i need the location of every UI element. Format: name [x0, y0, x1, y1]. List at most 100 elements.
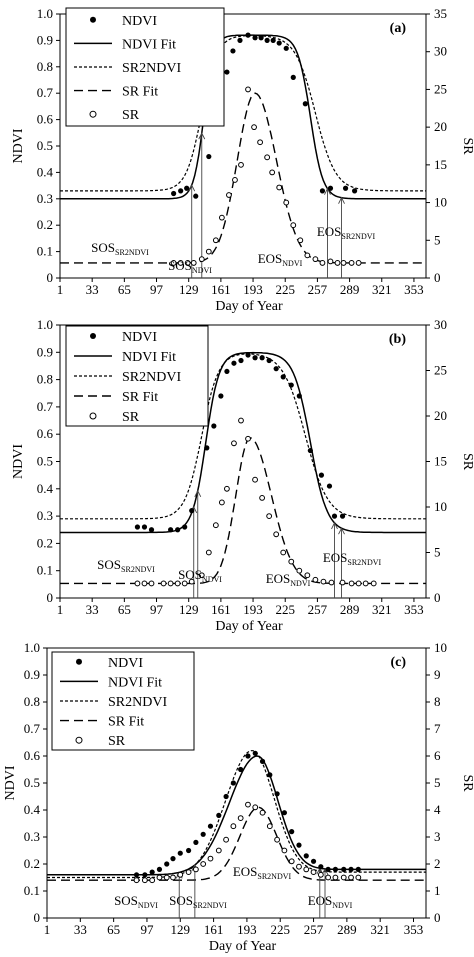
- y2-axis-label: SR: [460, 137, 474, 155]
- x-tick-label: 225: [275, 602, 295, 617]
- sr-point: [273, 531, 280, 538]
- sr-point: [148, 580, 155, 587]
- y-tick-label: 0.6: [37, 112, 54, 127]
- y2-axis-label: SR: [460, 774, 474, 792]
- panel-label: (c): [390, 655, 406, 670]
- x-tick-label: 289: [340, 282, 360, 297]
- y-tick-label: 0.2: [37, 217, 53, 232]
- ndvi-point: [186, 847, 192, 854]
- ndvi-point: [281, 810, 287, 816]
- annotation-main: EOS: [258, 251, 283, 266]
- y-tick-label: 0.4: [37, 481, 54, 496]
- y2-tick-label: 9: [434, 667, 441, 682]
- y2-tick-label: 0: [434, 270, 441, 285]
- ndvi-point: [331, 513, 338, 519]
- x-tick-label: 97: [140, 922, 154, 937]
- ndvi-point: [267, 772, 273, 778]
- x-tick-label: 193: [243, 282, 263, 297]
- ndvi-point: [238, 357, 244, 364]
- y2-tick-label: 30: [434, 317, 447, 332]
- sr-point: [266, 513, 273, 519]
- x-tick-label: 289: [340, 602, 360, 617]
- sr-point: [190, 260, 197, 266]
- y2-tick-label: 30: [434, 44, 447, 59]
- panel-a: 1 33 65 97 129 161 193 225 257 289 321 35300.10.20.…: [11, 6, 474, 314]
- y2-tick-label: 0: [434, 590, 441, 605]
- legend-label-sr2ndvi: SR2NDVI: [122, 61, 181, 76]
- sr-point: [348, 580, 355, 587]
- ndvi-point: [326, 483, 333, 489]
- x-tick-label: 321: [372, 602, 392, 617]
- sr-point: [339, 579, 346, 586]
- y2-tick-label: 5: [434, 545, 441, 560]
- annotation-main: EOS: [323, 550, 348, 565]
- sr-point: [174, 580, 181, 587]
- y-tick-label: 0.1: [37, 244, 53, 259]
- sr-point: [177, 260, 184, 266]
- sr-point: [288, 558, 295, 565]
- y2-tick-label: 20: [434, 119, 447, 134]
- sr-point: [198, 572, 205, 579]
- x-axis-label: Day of Year: [215, 619, 283, 634]
- legend: NDVI NDVI Fit SR2NDVI SR Fit SR: [51, 651, 195, 751]
- ndvi-point: [142, 872, 148, 878]
- y-tick-label: 0: [47, 270, 54, 285]
- ndvi-point: [341, 866, 347, 873]
- sr-point: [355, 260, 362, 266]
- ndvi-point: [193, 193, 199, 199]
- y-tick-label: 0.7: [37, 85, 54, 100]
- series-sr2ndvi-line: [60, 35, 426, 192]
- y-tick-label: 0.2: [37, 535, 53, 550]
- sr-point: [312, 576, 319, 583]
- annotation-main: SOS: [169, 893, 193, 908]
- y-tick-label: 0.5: [24, 775, 40, 790]
- sr-point: [348, 260, 355, 266]
- ndvi-point: [273, 366, 279, 372]
- sr-point: [167, 580, 174, 587]
- ndvi-point: [148, 527, 155, 533]
- annotation-main: SOS: [91, 240, 115, 255]
- phenology-annotation: EOSSR2NDVI: [323, 550, 382, 567]
- ndvi-point: [258, 35, 264, 41]
- phenology-annotation: SOSSR2NDVI: [169, 893, 227, 910]
- legend-label-sr: SR: [122, 108, 140, 123]
- sr-point: [283, 199, 290, 206]
- sr-point: [192, 866, 199, 873]
- sr-point: [237, 815, 244, 821]
- x-tick-label: 161: [204, 922, 224, 937]
- legend-label-ndvi-fit: NDVI Fit: [122, 37, 176, 52]
- annotation-main: SOS: [97, 557, 121, 572]
- sr-point: [200, 861, 207, 867]
- ndvi-point: [178, 188, 184, 194]
- phenology-marker-arrow: [338, 196, 345, 204]
- sr-point: [312, 256, 319, 263]
- x-tick-label: 225: [275, 282, 295, 297]
- ndvi-point: [193, 839, 199, 846]
- ndvi-point: [231, 360, 237, 366]
- sr-point: [290, 222, 297, 229]
- phenology-marker-arrow: [194, 489, 202, 497]
- ndvi-point: [224, 368, 230, 375]
- ndvi-point: [290, 74, 296, 80]
- sr-point: [133, 877, 140, 884]
- ndvi-point: [184, 185, 190, 191]
- y-tick-label: 0.2: [24, 856, 40, 871]
- series-sr2ndvi-line: [47, 750, 426, 879]
- ndvi-point: [175, 527, 181, 533]
- ndvi-point: [288, 382, 294, 388]
- legend-label-sr: SR: [122, 410, 140, 425]
- sr-point: [218, 214, 225, 221]
- sr-point: [185, 869, 192, 875]
- series-ndvi-fit-line: [60, 351, 426, 534]
- y-tick-label: 0.8: [24, 694, 40, 709]
- sr-point: [141, 877, 148, 884]
- ndvi-point: [296, 842, 302, 848]
- sr-point: [257, 139, 263, 146]
- annotation-subscript: NDVI: [138, 901, 158, 910]
- x-tick-label: 129: [171, 922, 191, 937]
- sr-point: [296, 863, 302, 870]
- annotation-subscript: NDVI: [192, 266, 212, 275]
- sr-point: [207, 855, 214, 862]
- phenology-annotation: EOSNDVI: [258, 251, 303, 268]
